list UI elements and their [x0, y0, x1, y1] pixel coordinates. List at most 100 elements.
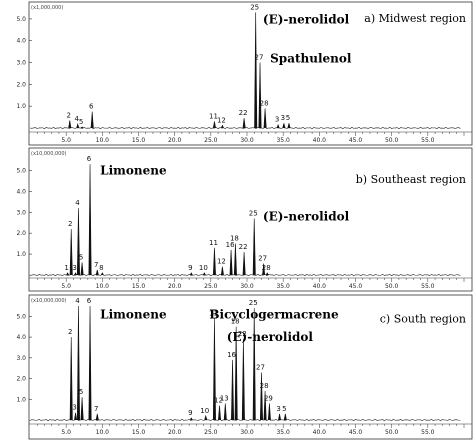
y-tick-label: 3.0: [16, 209, 26, 216]
x-tick-label: 10.0: [96, 429, 110, 436]
peak-number-label: 2: [68, 328, 72, 336]
peak-number-label: 13: [220, 394, 229, 402]
chromatogram-peak: [259, 372, 263, 421]
chromatogram-peak: [69, 228, 73, 276]
peak-number-label: 3: [72, 264, 76, 272]
peak-number-label: 4: [75, 199, 80, 207]
chromatogram-peak: [242, 251, 246, 276]
chromatogram-baseline: [29, 418, 461, 422]
peak-number-label: 3: [72, 404, 76, 412]
peak-number-label: 12: [214, 396, 223, 404]
peak-number-label: 5: [286, 114, 290, 122]
x-tick-label: 5.0: [61, 137, 71, 144]
peak-number-label: 27: [258, 255, 267, 263]
y-tick-label: 2.0: [16, 230, 26, 237]
chromatogram-peak: [76, 123, 80, 129]
y-tick-label: 1.0: [16, 103, 26, 110]
chromatogram-peak: [252, 218, 256, 276]
peak-number-label: 10: [200, 407, 209, 415]
compound-annotation: Bicyclogermacrene: [209, 307, 339, 321]
y-scale-label: (x1,000,000): [31, 5, 63, 11]
chromatogram-peak: [88, 305, 92, 421]
x-tick-label: 40.0: [313, 429, 327, 436]
peak-number-label: 27: [255, 54, 264, 62]
y-tick-label: 3.0: [16, 355, 26, 362]
y-tick-label: 3.0: [16, 60, 26, 67]
x-tick-label: 45.0: [349, 137, 363, 144]
peak-number-label: 5: [79, 253, 83, 261]
chromatogram-peak: [66, 272, 70, 276]
peak-number-label: 1: [64, 264, 68, 272]
chromatogram-peak: [100, 272, 104, 276]
peak-number-label: 11: [209, 239, 218, 247]
peak-number-label: 11: [209, 112, 218, 120]
chromatogram-peak: [223, 403, 227, 421]
chromatogram-panel: (x1,000,000) 1.0 2.0 3.0 4.0 5.0 5.0 10.0 15.0 20…: [16, 1, 473, 146]
chromatogram-peak: [233, 243, 237, 276]
peak-number-label: 4: [75, 297, 80, 305]
peak-number-label: 6: [87, 297, 92, 305]
x-tick-label: 5.0: [61, 283, 71, 290]
x-tick-label: 15.0: [132, 137, 146, 144]
x-tick-label: 35.0: [276, 429, 290, 436]
chromatogram-peak: [265, 272, 269, 276]
chromatogram-peak: [212, 121, 216, 129]
x-tick-label: 50.0: [385, 283, 399, 290]
peak-number-label: 22: [239, 243, 248, 251]
peak-number-label: 18: [230, 235, 239, 243]
peak-number-label: 12: [217, 258, 226, 266]
y-tick-label: 1.0: [16, 251, 26, 258]
chromatogram-peak: [74, 412, 78, 421]
chromatogram-peak: [204, 414, 208, 421]
y-tick-label: 4.0: [16, 38, 26, 45]
chromatogram-peak: [189, 417, 193, 421]
x-tick-label: 10.0: [96, 283, 110, 290]
y-tick-label: 5.0: [16, 16, 26, 23]
x-tick-label: 15.0: [132, 429, 146, 436]
y-tick-label: 4.0: [16, 334, 26, 341]
compound-annotation: Limonene: [100, 307, 167, 321]
x-tick-label: 30.0: [240, 429, 254, 436]
peak-number-label: 6: [87, 155, 92, 163]
chromatogram-peak: [287, 123, 291, 129]
x-tick-label: 40.0: [313, 283, 327, 290]
x-tick-label: 45.0: [349, 283, 363, 290]
chromatogram-peak: [189, 272, 193, 276]
peak-number-label: 28: [262, 264, 271, 272]
peak-number-label: 3: [281, 114, 285, 122]
peak-number-label: 18: [231, 318, 240, 326]
x-tick-label: 10.0: [96, 137, 110, 144]
compound-annotation: (E)-nerolidol: [263, 210, 350, 224]
chromatogram-peak: [76, 305, 80, 421]
peak-number-label: 25: [249, 210, 258, 218]
y-tick-label: 2.0: [16, 81, 26, 88]
x-tick-label: 20.0: [168, 283, 182, 290]
x-tick-label: 35.0: [276, 137, 290, 144]
chromatogram-peak: [212, 318, 216, 421]
x-tick-label: 25.0: [204, 429, 218, 436]
peak-number-label: 16: [227, 351, 236, 359]
panel-title: b) Southeast region: [356, 173, 466, 186]
panel-frame: [28, 1, 473, 146]
chromatogram-peak: [241, 339, 245, 421]
peak-number-label: 6: [89, 103, 94, 111]
peak-number-label: 28: [260, 99, 269, 107]
x-tick-label: 25.0: [204, 137, 218, 144]
compound-annotation: (E)-nerolidol: [227, 330, 314, 344]
chromatogram-peak: [202, 272, 206, 276]
chromatogram-peak: [95, 269, 99, 276]
chromatogram-peak: [220, 124, 224, 129]
chromatogram-peak: [80, 126, 84, 129]
chromatogram-peak: [80, 397, 84, 421]
x-tick-label: 30.0: [240, 137, 254, 144]
peak-number-label: 3: [275, 116, 279, 124]
y-tick-label: 2.0: [16, 376, 26, 383]
chromatogram-peak: [282, 123, 286, 129]
y-scale-label: (x10,000,000): [31, 151, 67, 157]
chromatogram-peak: [263, 108, 267, 129]
peak-number-label: 2: [67, 111, 71, 119]
y-tick-label: 5.0: [16, 167, 26, 174]
chromatogram-peak: [95, 413, 99, 421]
y-tick-label: 5.0: [16, 313, 26, 320]
